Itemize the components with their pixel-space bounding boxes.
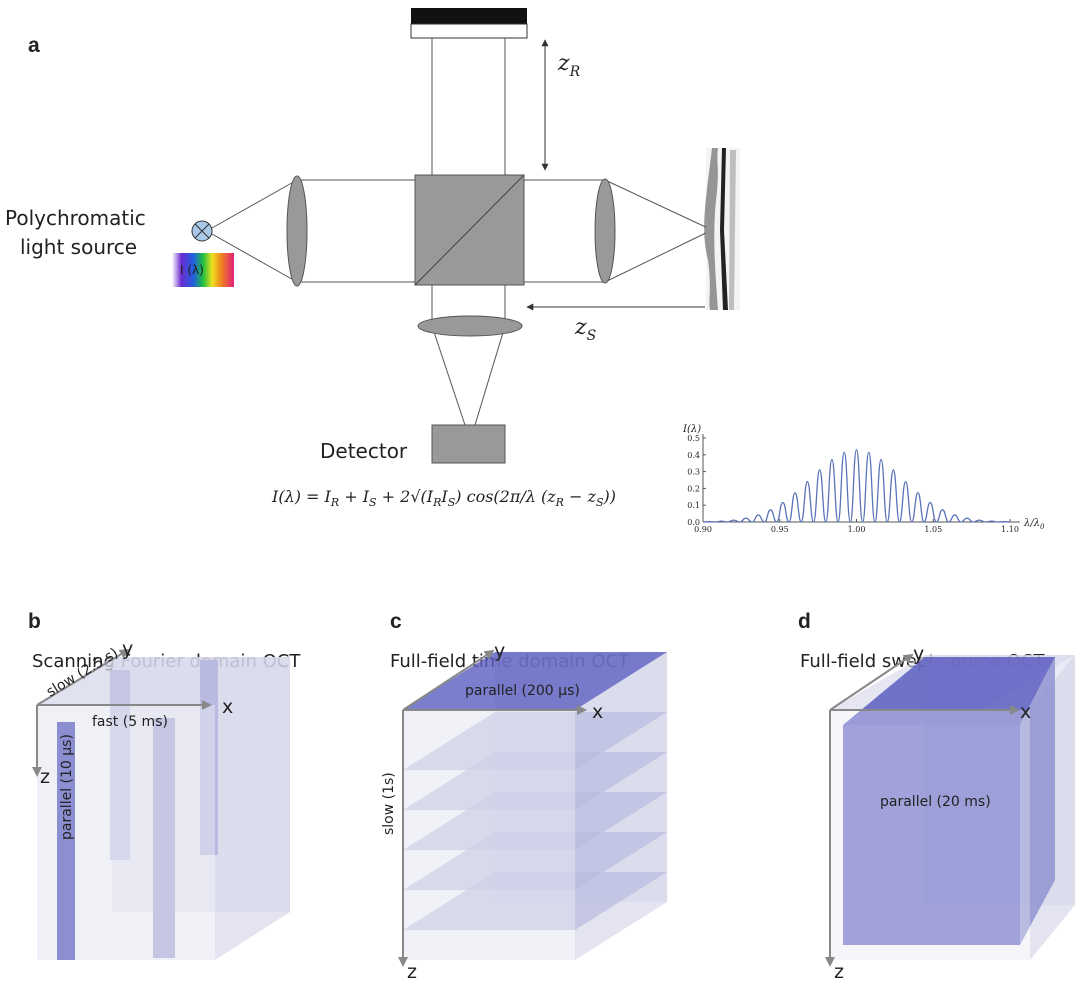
axis-label: z: [407, 961, 417, 983]
axis-label: y: [913, 643, 924, 665]
annotation: fast (5 ms): [92, 714, 168, 730]
panel-label: d: [798, 610, 811, 633]
detector-label: Detector: [320, 439, 408, 463]
x-tick-label: 0.90: [694, 525, 712, 534]
x-axis-label: λ/λ0: [1023, 518, 1045, 531]
subscript: S: [587, 328, 597, 344]
subscript: R: [330, 496, 339, 509]
axis-label: y: [122, 638, 133, 660]
panel-label: c: [390, 610, 402, 633]
y-tick-label: 0.5: [687, 434, 700, 443]
axis-label: x: [222, 696, 233, 718]
equation-part: − z: [564, 487, 597, 506]
mirror: [411, 8, 527, 24]
x-tick-label: 1.05: [924, 525, 942, 534]
x-label-main: λ/λ: [1023, 518, 1040, 529]
axis-label: x: [592, 701, 603, 723]
mirror-base: [411, 24, 527, 38]
lens: [287, 176, 307, 286]
equation: I(λ) = IR + IS + 2√(IRIS) cos(2π/λ (zR −…: [271, 487, 616, 509]
x-tick-label: 1.10: [1001, 525, 1019, 534]
y-tick-label: 0.2: [687, 484, 700, 493]
y-tick-label: 0.1: [687, 501, 700, 510]
y-tick-label: 0.4: [687, 451, 700, 460]
equation-part: ) cos(2π/λ (z: [454, 487, 556, 506]
annotation: slow (1s): [381, 772, 397, 835]
axis-label: y: [494, 640, 505, 662]
subscript: R: [569, 64, 581, 80]
figure: a I (λ) Polychromatic light source Detec…: [0, 0, 1092, 983]
annotation: parallel (20 ms): [880, 794, 991, 810]
symbol: z: [557, 51, 570, 76]
equation-part: + 2√(I: [377, 487, 434, 506]
equation-part: I(λ) = I: [271, 487, 332, 506]
lens: [595, 179, 615, 283]
subscript: R: [432, 496, 441, 509]
subscript: R: [555, 496, 564, 509]
sample: [704, 148, 740, 310]
x-label-sub: 0: [1040, 523, 1045, 531]
equation-part: )): [603, 487, 616, 506]
source-label: light source: [20, 235, 137, 259]
source-label: Polychromatic: [5, 206, 146, 230]
y-tick-label: 0.3: [687, 468, 700, 477]
lens: [418, 316, 522, 336]
spectrum-line: [703, 450, 1010, 522]
panel-label: b: [28, 610, 41, 633]
x-tick-label: 1.00: [848, 525, 866, 534]
spectrum-label: I (λ): [180, 263, 204, 277]
symbol: z: [574, 315, 587, 340]
x-tick-label: 0.95: [771, 525, 789, 534]
equation-part: + I: [339, 487, 370, 506]
axis-label: z: [40, 766, 50, 788]
annotation: parallel (10 µs): [59, 734, 75, 840]
axis-label: z: [834, 961, 844, 983]
axis-label: x: [1020, 701, 1031, 723]
z-r-label: zR: [557, 51, 581, 80]
panel-label: a: [28, 34, 40, 57]
z-s-label: zS: [574, 315, 596, 344]
detector: [432, 425, 505, 463]
y-axis-label: I(λ): [682, 424, 701, 435]
annotation: parallel (200 µs): [465, 683, 580, 699]
